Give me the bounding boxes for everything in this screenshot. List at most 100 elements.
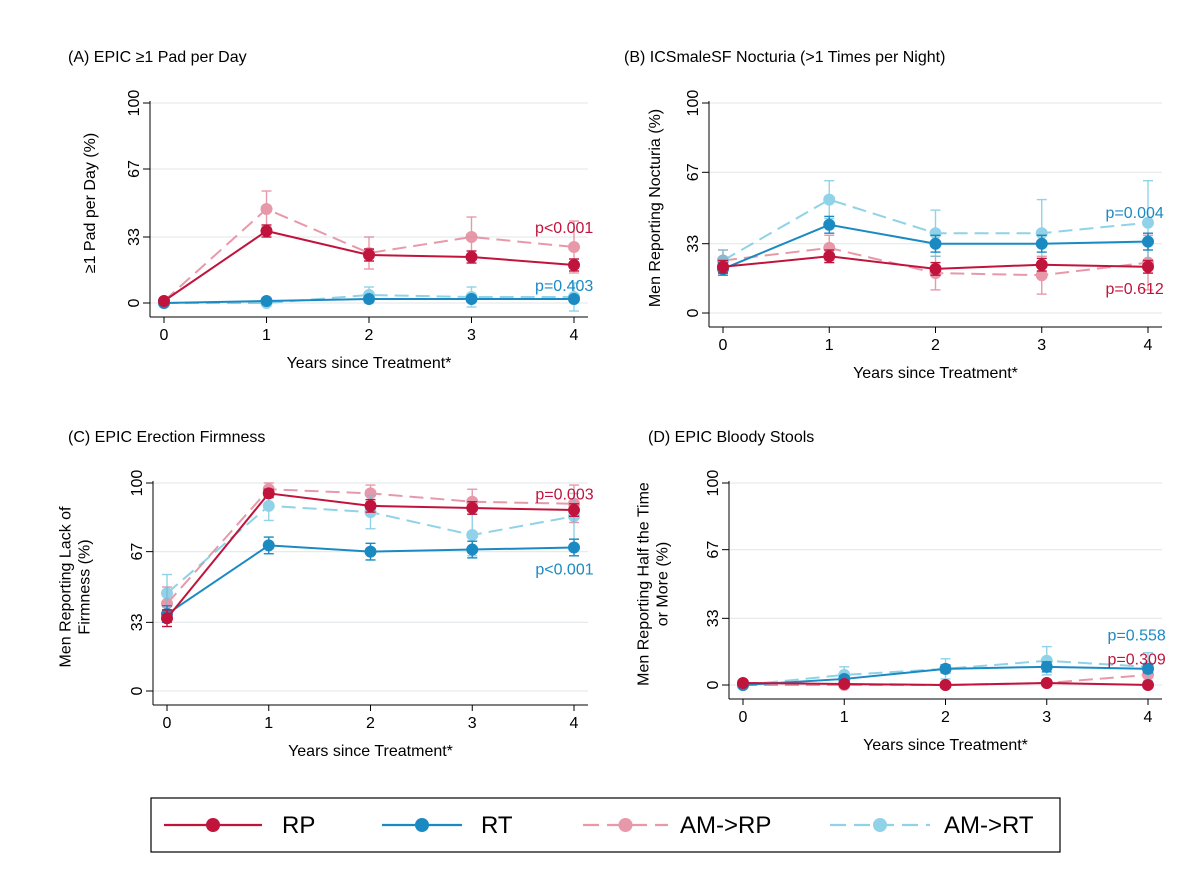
legend-swatch-marker <box>618 818 633 832</box>
data-point <box>568 541 580 554</box>
panel-b: (B) ICSmaleSF Nocturia (>1 Times per Nig… <box>624 49 1164 382</box>
data-point <box>262 499 275 512</box>
data-point <box>363 249 375 261</box>
p-value-annotation: p=0.612 <box>1106 281 1164 298</box>
x-tick-label: 1 <box>262 327 271 344</box>
data-point <box>939 662 952 675</box>
x-tick-label: 3 <box>467 327 476 344</box>
series-rt <box>158 293 580 309</box>
y-tick-label: 33 <box>126 228 143 246</box>
data-point <box>262 487 275 500</box>
data-point <box>363 293 375 305</box>
x-tick-label: 1 <box>825 337 834 354</box>
p-value-annotation: p=0.309 <box>1108 652 1166 669</box>
data-point <box>364 499 377 512</box>
y-tick-label: 100 <box>126 90 143 117</box>
y-axis-label: Men Reporting Half the Time <box>636 482 653 686</box>
legend-label: RP <box>282 812 315 839</box>
series-rp <box>737 676 1154 691</box>
x-tick-label: 0 <box>719 337 728 354</box>
p-value-annotation: p=0.004 <box>1106 205 1164 222</box>
x-tick-label: 2 <box>931 337 940 354</box>
data-point <box>717 260 729 273</box>
data-point <box>1142 662 1154 675</box>
data-point <box>260 295 273 307</box>
panel-title: (B) ICSmaleSF Nocturia (>1 Times per Nig… <box>624 49 945 66</box>
x-axis-label: Years since Treatment* <box>287 355 452 372</box>
y-tick-label: 33 <box>685 235 702 253</box>
series-line <box>164 293 574 304</box>
y-tick-label: 100 <box>685 90 702 117</box>
x-tick-label: 4 <box>570 715 579 732</box>
p-value-annotation: p<0.001 <box>535 561 593 578</box>
data-point <box>929 237 942 250</box>
y-axis-label: or More (%) <box>655 542 672 626</box>
y-axis-label: Firmness (%) <box>77 539 94 634</box>
panel-c: (C) EPIC Erection Firmness 0 33 67 100 0 1 2 3 4 Y… <box>58 429 594 760</box>
legend-item <box>830 818 930 832</box>
data-point <box>1035 258 1048 271</box>
data-point <box>568 504 580 517</box>
data-point <box>1142 235 1154 248</box>
y-tick-label: 67 <box>126 160 143 178</box>
data-point <box>465 231 478 243</box>
y-tick-label: 67 <box>705 541 722 559</box>
data-point <box>1040 660 1053 673</box>
legend-label: RT <box>481 812 513 839</box>
x-tick-label: 2 <box>366 715 375 732</box>
x-tick-label: 0 <box>739 709 748 726</box>
data-point <box>260 203 273 215</box>
x-tick-label: 0 <box>163 715 172 732</box>
panel-d: (D) EPIC Bloody Stools 0 33 67 100 0 1 2 3 4 Years… <box>636 429 1166 754</box>
x-tick-label: 3 <box>1037 337 1046 354</box>
data-point <box>1040 676 1053 689</box>
data-point <box>823 250 836 263</box>
x-tick-label: 4 <box>570 327 579 344</box>
data-point <box>364 545 377 558</box>
y-tick-label: 0 <box>705 680 722 689</box>
series-rp <box>158 224 580 307</box>
data-point <box>823 193 836 206</box>
x-tick-label: 3 <box>1042 709 1051 726</box>
y-tick-label: 67 <box>685 163 702 181</box>
legend: RP RT AM->RP AM->RT <box>150 797 1061 853</box>
y-tick-label: 100 <box>705 470 722 497</box>
legend-item <box>164 818 262 832</box>
x-tick-label: 3 <box>468 715 477 732</box>
legend-label: AM->RT <box>944 812 1034 839</box>
series-rt <box>161 536 580 624</box>
panel-title: (C) EPIC Erection Firmness <box>68 429 265 446</box>
x-tick-label: 2 <box>365 327 374 344</box>
data-point <box>838 677 851 690</box>
data-point <box>466 529 479 541</box>
x-tick-label: 2 <box>941 709 950 726</box>
y-axis-label: Men Reporting Nocturia (%) <box>647 109 664 307</box>
p-value-annotation: p=0.003 <box>535 486 593 503</box>
data-point <box>939 679 952 691</box>
y-axis-label: ≥1 Pad per Day (%) <box>82 133 99 273</box>
data-point <box>161 587 173 600</box>
data-point <box>568 241 580 253</box>
series-line <box>163 207 575 302</box>
legend-label: AM->RP <box>680 812 771 839</box>
data-point <box>929 262 942 275</box>
data-point <box>1035 237 1048 250</box>
series-rp <box>717 249 1154 276</box>
data-point <box>737 676 749 689</box>
data-point <box>466 543 479 556</box>
legend-swatch-marker <box>873 818 887 832</box>
y-tick-label: 33 <box>129 613 146 631</box>
data-point <box>823 218 836 231</box>
series-line <box>742 659 1149 686</box>
p-value-annotation: p<0.001 <box>535 220 593 237</box>
data-point <box>161 612 173 625</box>
x-tick-label: 1 <box>264 715 273 732</box>
data-point <box>158 295 170 307</box>
data-point <box>1142 679 1154 691</box>
data-point <box>1142 216 1154 229</box>
y-tick-label: 33 <box>705 609 722 627</box>
x-axis-label: Years since Treatment* <box>863 737 1028 754</box>
data-point <box>260 225 273 237</box>
